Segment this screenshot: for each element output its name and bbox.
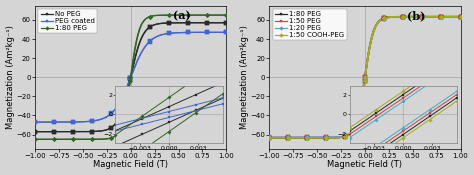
Legend: 1:80 PEG, 1:50 PEG, 1:20 PEG, 1:50 COOH-PEG: 1:80 PEG, 1:50 PEG, 1:20 PEG, 1:50 COOH-…: [273, 9, 346, 40]
Y-axis label: Magnetization (Am²kg⁻¹): Magnetization (Am²kg⁻¹): [240, 25, 249, 129]
Y-axis label: Magnetization (Am²kg⁻¹): Magnetization (Am²kg⁻¹): [6, 25, 15, 129]
Text: (a): (a): [173, 10, 191, 21]
X-axis label: Magnetic Field (T): Magnetic Field (T): [93, 160, 168, 169]
X-axis label: Magnetic Field (T): Magnetic Field (T): [328, 160, 402, 169]
Text: (b): (b): [407, 10, 425, 21]
Legend: No PEG, PEG coated, 1:80 PEG: No PEG, PEG coated, 1:80 PEG: [38, 9, 97, 33]
